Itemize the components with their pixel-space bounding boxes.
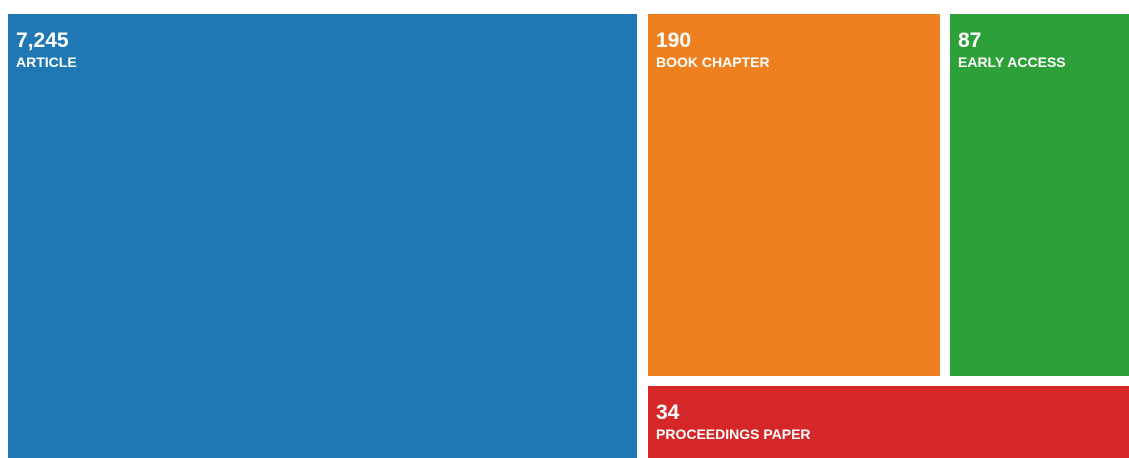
tile-label: PROCEEDINGS PAPER (656, 426, 811, 442)
tile-label: EARLY ACCESS (958, 54, 1066, 70)
tile-count: 190 (656, 29, 691, 52)
tile-count: 87 (958, 29, 981, 52)
tile-count: 7,245 (16, 29, 69, 52)
tile[interactable] (950, 14, 1129, 376)
tile[interactable] (648, 14, 940, 376)
tile[interactable] (8, 14, 637, 458)
tile-label: ARTICLE (16, 54, 77, 70)
tile-label: BOOK CHAPTER (656, 54, 770, 70)
tile-count: 34 (656, 401, 680, 424)
tile[interactable] (648, 386, 1129, 458)
